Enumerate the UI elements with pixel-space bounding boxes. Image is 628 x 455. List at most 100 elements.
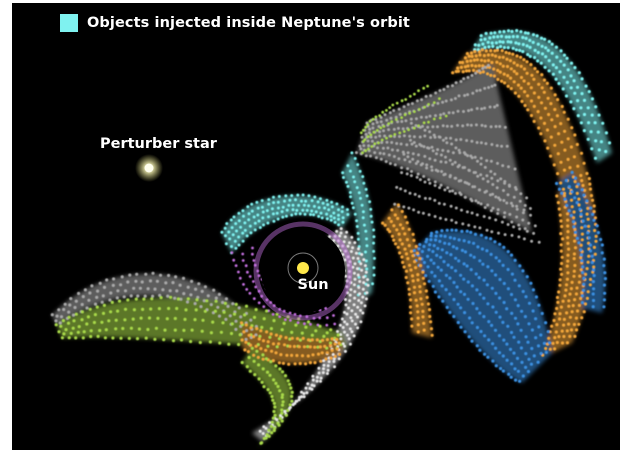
stream-particle: [317, 366, 321, 370]
stream-particle: [486, 63, 490, 67]
stream-particle: [373, 142, 377, 146]
stream-particle: [413, 192, 417, 196]
stream-particle: [377, 141, 380, 145]
stream-particle: [267, 215, 270, 219]
stream-particle: [561, 299, 565, 303]
stream-particle: [238, 276, 242, 280]
stream-particle: [581, 265, 585, 269]
stream-particle: [428, 114, 432, 118]
stream-particle: [561, 87, 565, 91]
stream-particle: [261, 339, 266, 343]
stream-particle: [417, 108, 421, 111]
stream-particle: [332, 360, 336, 363]
stream-particle: [476, 201, 480, 205]
stream-particle: [100, 320, 104, 324]
stream-particle: [390, 208, 394, 212]
stream-particle: [359, 196, 362, 200]
stream-particle: [392, 224, 396, 228]
stream-particle: [567, 247, 571, 251]
stream-particle: [348, 169, 352, 173]
stream-particle: [175, 289, 179, 293]
stream-particle: [413, 110, 416, 113]
stream-particle: [284, 336, 288, 340]
stream-particle: [114, 327, 118, 331]
stream-particle: [270, 349, 274, 353]
stream-glow-band: [222, 195, 352, 253]
stream-particle: [386, 146, 390, 150]
stream-particle: [326, 203, 330, 207]
stream-particle: [249, 231, 253, 235]
stream-particle: [260, 199, 264, 203]
stream-particle: [530, 73, 534, 77]
stream-particle: [146, 327, 150, 332]
stream-particle: [591, 212, 595, 216]
stream-particle: [543, 37, 547, 41]
stream-particle: [429, 94, 433, 98]
stream-particle: [182, 292, 186, 296]
stream-particle: [396, 126, 400, 130]
stream-particle: [369, 154, 372, 158]
stream-particle: [593, 228, 597, 233]
stream-particle: [343, 235, 347, 239]
stream-particle: [505, 64, 510, 69]
stream-particle: [566, 230, 570, 234]
stream-particle: [223, 226, 227, 230]
stream-particle: [80, 310, 84, 314]
stream-particle: [444, 273, 448, 277]
stream-particle: [407, 128, 410, 132]
stream-particle: [580, 188, 584, 192]
stream-particle: [415, 251, 420, 255]
stream-particle: [555, 114, 560, 118]
stream-particle: [517, 235, 521, 239]
stream-particle: [335, 229, 339, 233]
stream-particle: [406, 155, 410, 159]
stream-particle: [116, 309, 120, 313]
stream-particle: [396, 148, 400, 152]
stream-particle: [522, 67, 527, 71]
stream-particle: [262, 317, 266, 321]
stream-particle: [402, 152, 406, 156]
stream-particle: [74, 336, 78, 340]
stream-particle: [465, 139, 469, 142]
stream-particle: [450, 265, 454, 270]
stream-particle: [290, 390, 294, 394]
stream-particle: [280, 408, 284, 412]
stream-particle: [517, 223, 521, 227]
stream-particle: [140, 280, 144, 284]
stream-particle: [469, 197, 473, 201]
stream-particle: [253, 228, 257, 232]
stream-particle: [600, 243, 604, 247]
stream-particle: [317, 214, 321, 218]
stream-particle: [587, 236, 591, 240]
stream-particle: [260, 294, 264, 298]
stream-particle: [285, 353, 289, 357]
stream-particle: [349, 281, 353, 285]
stream-particle: [297, 345, 301, 349]
stream-particle: [274, 333, 278, 337]
stream-particle: [420, 98, 424, 102]
stream-particle: [469, 230, 473, 234]
stream-particle: [566, 271, 570, 275]
stream-particle: [288, 344, 292, 348]
stream-particle: [511, 46, 515, 50]
stream-particle: [589, 206, 593, 210]
stream-particle: [486, 203, 490, 207]
stream-particle: [475, 107, 479, 110]
stream-particle: [463, 180, 467, 184]
stream-particle: [230, 322, 234, 326]
stream-particle: [522, 58, 526, 62]
stream-particle: [486, 53, 490, 57]
stream-particle: [546, 330, 550, 334]
stream-particle: [540, 311, 544, 316]
stream-particle: [546, 146, 550, 150]
stream-particle: [327, 360, 331, 364]
stream-particle: [409, 121, 413, 125]
stream-particle: [526, 94, 530, 98]
stream-particle: [129, 294, 133, 298]
stream-particle: [433, 274, 437, 278]
stream-particle: [378, 151, 382, 155]
stream-particle: [318, 316, 322, 320]
stream-particle: [497, 334, 502, 338]
stream-particle: [399, 187, 403, 191]
stream-particle: [434, 234, 438, 238]
